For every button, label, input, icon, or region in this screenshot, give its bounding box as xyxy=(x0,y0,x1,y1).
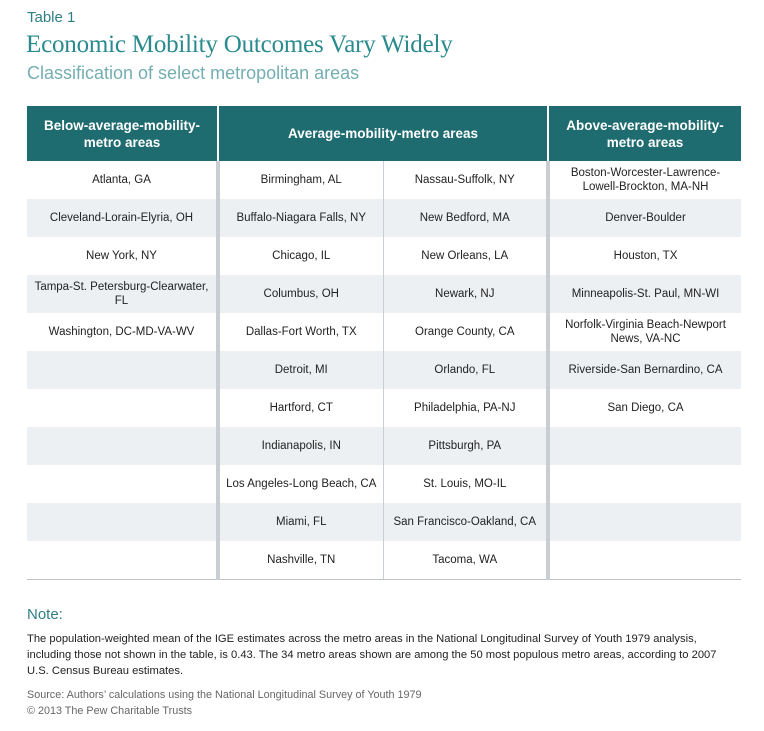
cell-above: Riverside-San Bernardino, CA xyxy=(548,351,742,389)
table-row: Hartford, CT Philadelphia, PA-NJ San Die… xyxy=(27,389,741,427)
cell-above: San Diego, CA xyxy=(607,402,684,414)
table-row: Atlanta, GA Birmingham, AL Nassau-Suffol… xyxy=(27,161,741,199)
cell-average-1: Buffalo-Niagara Falls, NY xyxy=(216,199,384,237)
table-row: New York, NY Chicago, IL New Orleans, LA… xyxy=(27,237,741,275)
cell-above: Minneapolis-St. Paul, MN-WI xyxy=(548,275,742,313)
cell-average-1: Miami, FL xyxy=(216,503,384,541)
cell-average-2: Newark, NJ xyxy=(383,275,551,313)
cell-below: Atlanta, GA xyxy=(92,174,151,186)
cell-below: Cleveland-Lorain-Elyria, OH xyxy=(27,199,218,237)
cell-average-2: St. Louis, MO-IL xyxy=(383,465,551,503)
cell-above: Denver-Boulder xyxy=(548,199,742,237)
cell-average-2: Tacoma, WA xyxy=(383,541,551,580)
table-row: Indianapolis, IN Pittsburgh, PA xyxy=(27,427,742,465)
cell-below xyxy=(27,351,218,389)
cell-below xyxy=(27,389,218,427)
cell-average-2: Orange County, CA xyxy=(383,313,551,351)
cell-below xyxy=(27,465,218,503)
note-text: The population-weighted mean of the IGE … xyxy=(27,633,717,677)
cell-average-1: Hartford, CT xyxy=(216,389,384,427)
cell-average-1: Chicago, IL xyxy=(216,237,384,275)
cell-average-2: Orlando, FL xyxy=(383,351,551,389)
cell-average-1: Indianapolis, IN xyxy=(216,427,384,465)
cell-average-1: Dallas-Fort Worth, TX xyxy=(216,313,384,351)
cell-average-2: San Francisco-Oakland, CA xyxy=(383,503,551,541)
cell-below: Washington, DC-MD-VA-WV xyxy=(48,326,195,338)
header-below-average: Below-average-mobility-metro areas xyxy=(27,106,218,161)
cell-above: Boston-Worcester-Lawrence-Lowell-Brockto… xyxy=(570,167,721,193)
cell-average-2: New Bedford, MA xyxy=(383,199,551,237)
cell-average-1: Columbus, OH xyxy=(216,275,384,313)
cell-below xyxy=(27,541,218,580)
table-row: Washington, DC-MD-VA-WV Dallas-Fort Wort… xyxy=(27,313,741,351)
cell-above xyxy=(548,503,742,541)
cell-average-2: Pittsburgh, PA xyxy=(383,427,551,465)
cell-average-1: Nashville, TN xyxy=(216,541,384,580)
cell-average-2: Philadelphia, PA-NJ xyxy=(383,389,551,427)
cell-below: Tampa-St. Petersburg-Clearwater, FL xyxy=(27,275,218,313)
page-title: Economic Mobility Outcomes Vary Widely xyxy=(26,31,453,58)
table-row: Nashville, TN Tacoma, WA xyxy=(27,541,742,580)
cell-above xyxy=(548,541,742,580)
cell-below xyxy=(27,427,218,465)
cell-above xyxy=(548,427,742,465)
header-above-average: Above-average-mobility-metro areas xyxy=(548,106,742,161)
cell-average-2: New Orleans, LA xyxy=(383,237,551,275)
cell-average-1: Los Angeles-Long Beach, CA xyxy=(216,465,384,503)
note-heading: Note: xyxy=(27,606,63,623)
header-average: Average-mobility-metro areas xyxy=(216,106,550,161)
cell-average-1: Detroit, MI xyxy=(216,351,384,389)
cell-average-2: Nassau-Suffolk, NY xyxy=(383,161,551,199)
cell-above: Houston, TX xyxy=(613,250,678,262)
source-text: Source: Authors’ calculations using the … xyxy=(27,689,422,701)
table-row: Los Angeles-Long Beach, CA St. Louis, MO… xyxy=(27,465,741,503)
table-header-row: Below-average-mobility-metro areas Avera… xyxy=(27,106,742,161)
cell-above xyxy=(548,465,741,503)
cell-below xyxy=(27,503,218,541)
copyright-text: © 2013 The Pew Charitable Trusts xyxy=(27,705,192,717)
table-label: Table 1 xyxy=(27,9,76,26)
mobility-table: Below-average-mobility-metro areas Avera… xyxy=(27,106,742,580)
cell-below: New York, NY xyxy=(86,250,157,262)
table-row: Miami, FL San Francisco-Oakland, CA xyxy=(27,503,742,541)
page-subtitle: Classification of select metropolitan ar… xyxy=(27,63,360,83)
table-row: Detroit, MI Orlando, FL Riverside-San Be… xyxy=(27,351,742,389)
table-row: Cleveland-Lorain-Elyria, OH Buffalo-Niag… xyxy=(27,199,742,237)
table-row: Tampa-St. Petersburg-Clearwater, FL Colu… xyxy=(27,275,742,313)
cell-above: Norfolk-Virginia Beach-Newport News, VA-… xyxy=(565,319,726,345)
cell-average-1: Birmingham, AL xyxy=(216,161,384,199)
